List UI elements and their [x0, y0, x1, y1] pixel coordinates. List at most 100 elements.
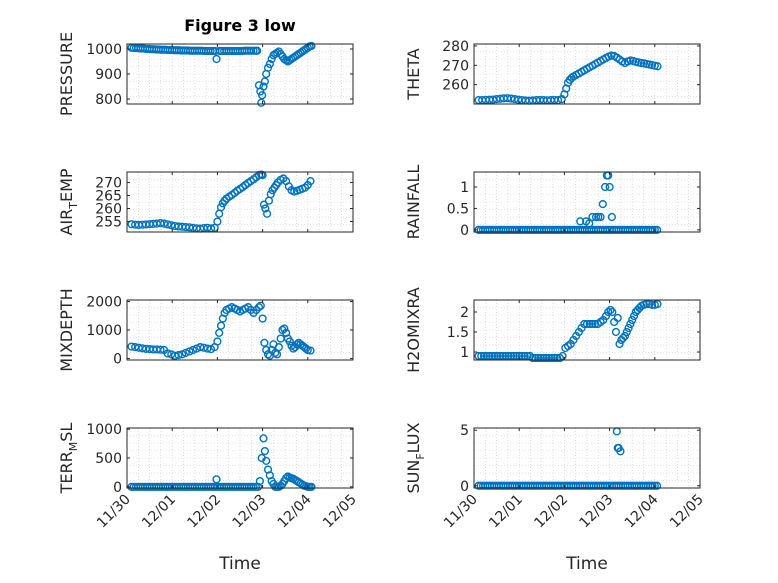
- y-tick-label: 260: [442, 78, 469, 94]
- data-point: [163, 220, 172, 229]
- data-point: [652, 481, 662, 490]
- data-point: [159, 219, 169, 228]
- y-tick-label: 1000: [86, 422, 122, 438]
- data-point: [585, 219, 594, 228]
- chart-title: Figure 3 low: [184, 16, 296, 35]
- data-point: [629, 311, 639, 321]
- data-point: [585, 319, 594, 329]
- y-tick-label: 280: [442, 39, 469, 55]
- subplot-mixdepth: 0 1000 2000 MIXDEPTH: [57, 288, 354, 372]
- data-point: [539, 353, 548, 363]
- data-point: [253, 46, 262, 55]
- data-point: [496, 351, 505, 361]
- data-point: [261, 204, 270, 213]
- data-point: [292, 340, 302, 349]
- data-point: [550, 353, 559, 363]
- data-point: [523, 351, 532, 361]
- y-tick-label: 2000: [86, 294, 122, 310]
- x-tick-label: 12/04: [275, 491, 315, 531]
- y-axis-label-rest: LUX: [404, 422, 423, 453]
- data-point: [260, 338, 269, 347]
- data-point: [262, 456, 271, 465]
- x-axis-label: Time: [565, 554, 608, 574]
- data-point: [212, 54, 221, 64]
- data-point: [258, 314, 267, 323]
- data-series: [127, 41, 316, 107]
- data-point: [282, 56, 291, 65]
- data-point: [285, 337, 294, 346]
- y-tick-label: 1000: [86, 42, 122, 58]
- data-point: [213, 337, 222, 346]
- x-tick-label: 12/05: [667, 492, 707, 532]
- data-point: [485, 351, 494, 361]
- y-tick-label: 1: [460, 345, 469, 361]
- y-axis-label-main: TERR: [57, 451, 76, 494]
- data-point: [512, 351, 521, 361]
- y-tick-label: 270: [442, 58, 469, 74]
- data-point: [185, 347, 194, 356]
- data-point: [580, 319, 589, 329]
- y-tick-label: 0: [460, 479, 469, 495]
- data-point: [493, 351, 502, 361]
- data-point: [479, 351, 489, 361]
- y-tick-label: 2: [460, 305, 469, 321]
- data-point: [259, 82, 268, 91]
- axes-box: [473, 299, 701, 361]
- y-axis-label: H2OMIXRA: [404, 287, 423, 373]
- data-point: [280, 324, 289, 333]
- data-point: [271, 348, 280, 357]
- subplot-pressure: 800 900 1000 PRESSURE Figure 3 low: [57, 16, 354, 116]
- x-tick-label: 12/02: [531, 492, 571, 532]
- data-point: [528, 353, 537, 363]
- axes-box: [473, 171, 701, 233]
- data-point: [257, 98, 266, 107]
- data-point: [212, 475, 221, 484]
- data-point: [509, 351, 518, 361]
- data-point: [582, 319, 592, 329]
- y-tick-label: 800: [95, 92, 122, 108]
- data-point: [642, 299, 651, 309]
- data-series: [127, 301, 315, 360]
- data-point: [306, 346, 315, 355]
- y-tick-label: 900: [95, 67, 122, 83]
- x-tick-label: 11/30: [441, 492, 481, 532]
- data-point: [474, 351, 483, 361]
- axes-box: [126, 171, 354, 233]
- data-point: [501, 351, 510, 361]
- subplot-terr_msl: 0 500 1000 11/30 12/01 12/02 12/03 12/04 12/05 Ti…: [57, 422, 360, 574]
- x-tick-label: 12/05: [320, 492, 360, 532]
- y-tick-label: 0: [113, 352, 122, 368]
- data-point: [544, 353, 554, 363]
- data-point: [181, 348, 190, 357]
- data-point: [262, 345, 271, 355]
- y-axis-label: PRESSURE: [57, 32, 76, 116]
- data-point: [601, 311, 611, 321]
- data-point: [254, 303, 264, 312]
- data-point: [215, 328, 224, 337]
- x-tick-label: 12/01: [486, 492, 526, 532]
- data-point: [536, 353, 546, 363]
- data-point: [626, 319, 635, 329]
- data-point: [188, 345, 198, 355]
- data-point: [598, 200, 607, 209]
- data-point: [588, 212, 597, 222]
- data-point: [274, 343, 283, 352]
- data-point: [266, 190, 275, 199]
- y-tick-label: 1000: [86, 323, 122, 339]
- data-point: [487, 351, 497, 361]
- grid: [473, 172, 701, 232]
- data-point: [263, 209, 272, 218]
- y-tick-label: 1: [460, 180, 469, 196]
- data-point: [213, 217, 222, 226]
- data-point: [272, 48, 282, 57]
- y-axis-label-rest: EMP: [57, 168, 76, 202]
- data-point: [216, 203, 226, 212]
- data-point: [653, 62, 662, 71]
- y-axis-label: RAINFALL: [404, 165, 423, 240]
- data-point: [596, 212, 605, 222]
- data-point: [477, 351, 486, 361]
- data-point: [628, 315, 637, 325]
- grid: [126, 172, 354, 232]
- y-tick-label: 265: [95, 188, 122, 204]
